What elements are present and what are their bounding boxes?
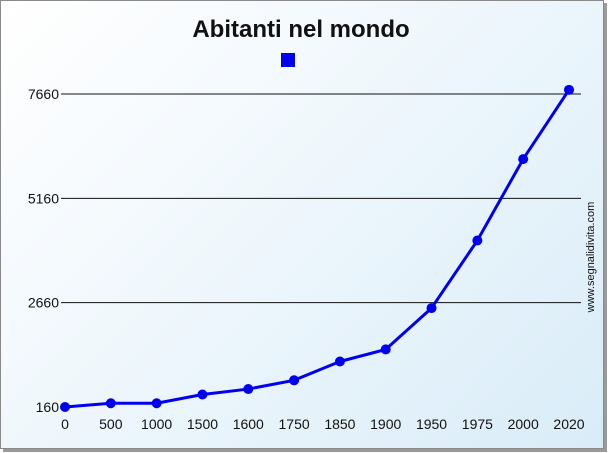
watermark-text: www.segnalidivita.com bbox=[585, 202, 597, 314]
data-point bbox=[60, 402, 70, 412]
y-axis-ticks: 160 2660 5160 7660 bbox=[28, 86, 59, 415]
data-point bbox=[151, 398, 162, 409]
data-point bbox=[334, 356, 345, 367]
data-point bbox=[518, 154, 529, 165]
data-point bbox=[564, 84, 574, 95]
y-tick-label: 160 bbox=[36, 399, 60, 415]
data-point bbox=[380, 344, 391, 355]
series-layer bbox=[60, 84, 574, 412]
x-tick-label: 1950 bbox=[416, 416, 447, 432]
data-point bbox=[472, 235, 483, 246]
data-point bbox=[426, 303, 437, 314]
data-point bbox=[105, 398, 116, 409]
y-tick-label: 2660 bbox=[28, 295, 59, 311]
x-tick-label: 0 bbox=[61, 416, 69, 432]
chart-title: Abitanti nel mondo bbox=[192, 16, 409, 43]
x-tick-label: 1600 bbox=[233, 416, 264, 432]
x-axis-ticks: 0 500 1000 1500 1600 1750 1850 1900 1950 1975 2000… bbox=[61, 416, 585, 432]
y-tick-label: 7660 bbox=[28, 86, 59, 102]
x-tick-label: 2000 bbox=[508, 416, 539, 432]
x-tick-label: 1000 bbox=[141, 416, 172, 432]
data-point bbox=[197, 389, 208, 400]
grid-lines bbox=[61, 93, 581, 304]
x-tick-label: 1850 bbox=[324, 416, 355, 432]
chart-canvas: Abitanti nel mondo 160 2660 5160 7660 0 500 1… bbox=[28, 16, 597, 432]
series-line bbox=[64, 88, 571, 409]
x-tick-label: 500 bbox=[99, 416, 123, 432]
x-tick-label: 1750 bbox=[279, 416, 310, 432]
x-tick-label: 1500 bbox=[187, 416, 218, 432]
x-tick-label: 1975 bbox=[462, 416, 493, 432]
legend-marker bbox=[281, 53, 295, 67]
data-point bbox=[289, 375, 300, 386]
y-tick-label: 5160 bbox=[28, 190, 59, 206]
x-tick-label: 2020 bbox=[553, 416, 584, 432]
x-tick-label: 1900 bbox=[370, 416, 401, 432]
data-point bbox=[243, 384, 254, 395]
